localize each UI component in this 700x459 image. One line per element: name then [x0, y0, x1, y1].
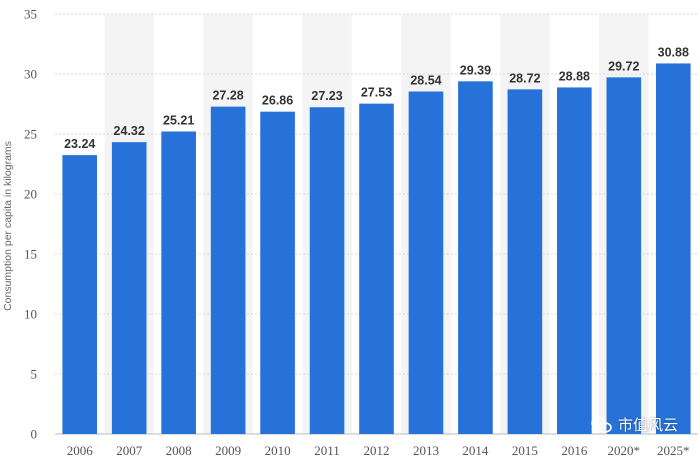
y-tick-label: 5 [31, 367, 38, 382]
x-tick-label: 2008 [166, 443, 192, 458]
x-tick-label: 2007 [116, 443, 143, 458]
wechat-icon [591, 416, 612, 433]
x-tick-label: 2020* [608, 443, 641, 458]
value-label: 24.32 [114, 124, 145, 138]
bar [606, 77, 642, 435]
value-labels: 23.24 24.32 25.21 27.28 26.86 27.23 27.53 28.54… [64, 45, 689, 151]
bar [359, 103, 394, 434]
watermark-text: 市值风云 [617, 416, 678, 434]
x-tick-label: 2015 [512, 443, 538, 458]
x-tick-label: 2014 [462, 443, 489, 458]
y-tick-label: 15 [24, 247, 37, 262]
x-axis-ticks: 2006 2007 2008 2009 2010 2011 2012 2013 2014 2015… [67, 443, 690, 458]
value-label: 30.88 [658, 45, 689, 59]
x-tick-label: 2012 [364, 443, 390, 458]
x-tick-label: 2010 [265, 443, 291, 458]
x-tick-label: 2016 [561, 443, 588, 458]
y-tick-label: 0 [31, 427, 38, 442]
value-label: 27.28 [212, 89, 243, 103]
value-label: 25.21 [163, 113, 194, 127]
value-label: 29.39 [460, 63, 491, 77]
bars [62, 63, 691, 435]
bar [655, 63, 691, 434]
bar [507, 89, 543, 435]
bar [62, 155, 98, 434]
y-tick-label: 25 [24, 127, 37, 142]
y-tick-label: 35 [24, 7, 37, 22]
y-tick-label: 10 [24, 307, 37, 322]
bar [111, 142, 147, 434]
x-tick-label: 2011 [314, 443, 340, 458]
y-axis-ticks: 0 5 10 15 20 25 30 35 [24, 7, 37, 442]
value-label: 27.53 [361, 86, 392, 100]
bar [210, 106, 246, 434]
value-label: 28.88 [559, 69, 590, 83]
x-tick-label: 2006 [67, 443, 94, 458]
bar [458, 81, 493, 434]
watermark: 市值风云 [591, 414, 678, 435]
value-label: 27.23 [311, 89, 342, 103]
bar [309, 107, 345, 435]
x-tick-label: 2025* [657, 443, 690, 458]
value-label: 26.86 [262, 94, 293, 108]
x-tick-label: 2009 [215, 443, 241, 458]
bar [408, 91, 444, 435]
y-tick-label: 20 [24, 187, 37, 202]
x-tick-label: 2013 [413, 443, 439, 458]
value-label: 23.24 [64, 137, 95, 151]
value-label: 28.54 [410, 74, 441, 88]
y-tick-label: 30 [24, 67, 37, 82]
bar [260, 111, 295, 435]
bar [557, 87, 592, 434]
y-axis-label: Consumption per capita in kilograms [2, 141, 14, 311]
value-label: 28.72 [509, 71, 540, 85]
value-label: 29.72 [608, 59, 639, 73]
bar [161, 131, 196, 435]
